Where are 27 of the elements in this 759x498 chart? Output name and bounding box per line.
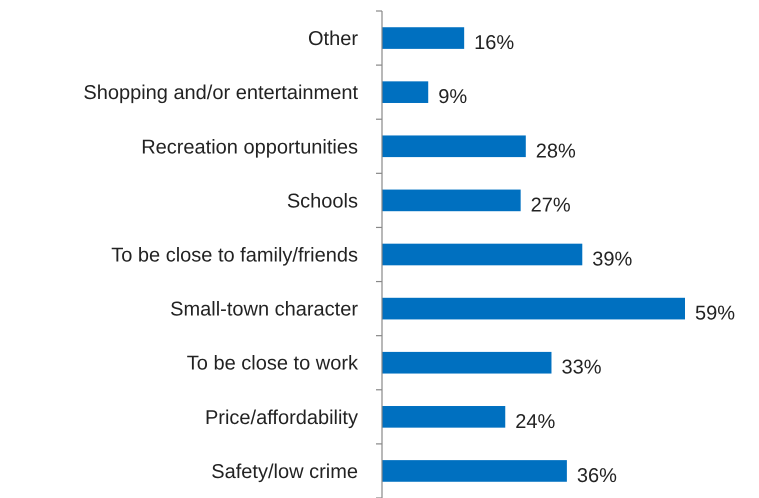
y-tick-label: Other — [308, 28, 358, 50]
data-label: 36% — [576, 464, 618, 487]
bar — [382, 135, 526, 158]
y-tick-label: Safety/low crime — [211, 460, 358, 483]
bar — [382, 190, 521, 212]
bar — [382, 352, 552, 374]
y-tick-label: Schools — [286, 190, 358, 212]
y-tick-label: Recreation opportunities — [141, 136, 358, 158]
data-label: 39% — [592, 248, 633, 270]
bar — [382, 460, 567, 482]
bar — [382, 81, 428, 103]
data-label: 16% — [474, 32, 514, 54]
y-tick-label: To be close to family/friends — [111, 244, 358, 266]
bar — [382, 406, 506, 428]
bar — [382, 298, 685, 320]
data-label: 9% — [438, 86, 468, 108]
bar — [382, 244, 582, 266]
y-tick-label: Small-town character — [170, 298, 358, 321]
data-label: 28% — [536, 140, 576, 162]
bar — [382, 27, 464, 49]
data-label: 27% — [530, 194, 571, 216]
data-label: 24% — [515, 410, 556, 433]
y-tick-label: Price/affordability — [204, 406, 358, 429]
data-label: 59% — [695, 302, 736, 325]
data-label: 33% — [561, 356, 602, 379]
y-tick-label: Shopping and/or entertainment — [83, 82, 358, 104]
y-tick-label: To be close to work — [186, 352, 359, 375]
